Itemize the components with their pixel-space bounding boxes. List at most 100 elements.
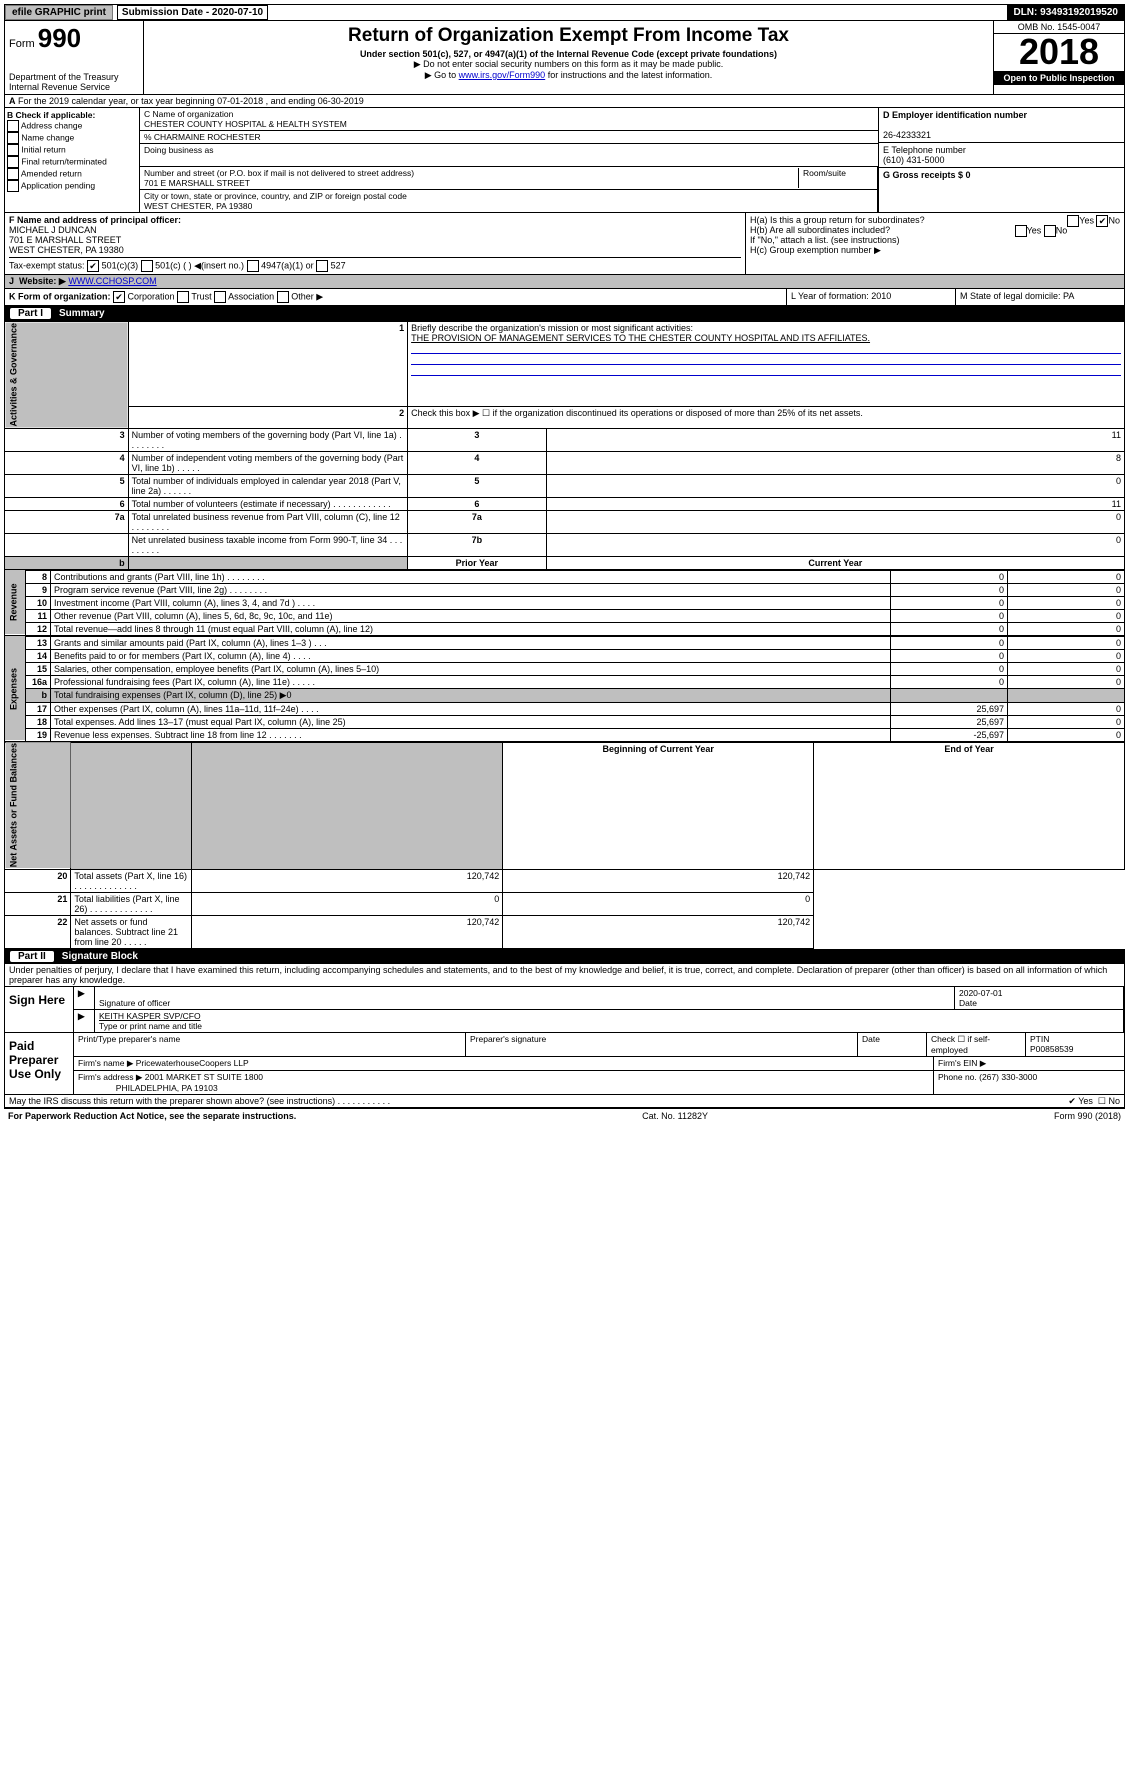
section-bcd: B Check if applicable: Address change Na…: [4, 108, 1125, 213]
501c3: 501(c)(3): [102, 260, 139, 270]
firm-addr-cap: Firm's address ▶: [78, 1072, 142, 1082]
street: 701 E MARSHALL STREET: [144, 178, 250, 188]
cy-hdr: Current Year: [546, 556, 1124, 569]
k-lbl: K Form of organization:: [9, 291, 111, 301]
c-caption: C Name of organization: [144, 109, 233, 119]
4947-check[interactable]: [247, 260, 259, 272]
addr-cap: Number and street (or P.O. box if mail i…: [144, 168, 414, 178]
line-klm: K Form of organization: ✔ Corporation Tr…: [4, 289, 1125, 306]
other-check[interactable]: [277, 291, 289, 303]
ein-cap: D Employer identification number: [883, 110, 1027, 120]
501c-check[interactable]: [141, 260, 153, 272]
officer-name: MICHAEL J DUNCAN: [9, 225, 97, 235]
care-of: % CHARMAINE ROCHESTER: [144, 132, 261, 142]
top-bar: efile GRAPHIC print Submission Date - 20…: [4, 4, 1125, 21]
ein: 26-4233321: [883, 130, 931, 140]
boxb-item[interactable]: Initial return: [7, 144, 137, 156]
officer-addr: 701 E MARSHALL STREET: [9, 235, 121, 245]
firm-name: PricewaterhouseCoopers LLP: [136, 1058, 249, 1068]
boxb-item[interactable]: Name change: [7, 132, 137, 144]
f-cap: F Name and address of principal officer:: [9, 215, 181, 225]
corp-check[interactable]: ✔: [113, 291, 125, 303]
hb: H(b) Are all subordinates included?: [750, 225, 890, 235]
website-link[interactable]: WWW.CCHOSP.COM: [68, 276, 156, 286]
date-cap: Date: [959, 998, 977, 1008]
ha-no[interactable]: ✔: [1096, 215, 1108, 227]
trust-check[interactable]: [177, 291, 189, 303]
4947: 4947(a)(1) or: [261, 260, 314, 270]
q2: Check this box ▶ ☐ if the organization d…: [408, 407, 1125, 428]
mission: THE PROVISION OF MANAGEMENT SERVICES TO …: [411, 333, 870, 343]
by-hdr: Beginning of Current Year: [503, 742, 814, 869]
sign-here-lbl: Sign Here: [5, 987, 74, 1032]
expense-table: Expenses13Grants and similar amounts pai…: [4, 636, 1125, 742]
ptin-cap: PTIN: [1030, 1034, 1049, 1044]
527-check[interactable]: [316, 260, 328, 272]
form-title: Return of Organization Exempt From Incom…: [148, 25, 989, 47]
discuss-yes[interactable]: ✔ Yes: [1068, 1096, 1093, 1106]
efile-button[interactable]: efile GRAPHIC print: [5, 5, 113, 20]
dba-cap: Doing business as: [144, 145, 213, 155]
paid-block: Paid Preparer Use Only Print/Type prepar…: [4, 1033, 1125, 1095]
box-b: B Check if applicable: Address change Na…: [5, 108, 140, 212]
ha: H(a) Is this a group return for subordin…: [750, 215, 925, 225]
boxb-item[interactable]: Amended return: [7, 168, 137, 180]
tel: (610) 431-5000: [883, 155, 945, 165]
paperwork: For Paperwork Reduction Act Notice, see …: [8, 1111, 296, 1121]
city: WEST CHESTER, PA 19380: [144, 201, 252, 211]
irs-link[interactable]: www.irs.gov/Form990: [459, 70, 546, 80]
year-formation: L Year of formation: 2010: [787, 289, 956, 305]
firm-city: PHILADELPHIA, PA 19103: [116, 1083, 218, 1093]
sig-cap: Signature of officer: [99, 998, 170, 1008]
boxb-item[interactable]: Final return/terminated: [7, 156, 137, 168]
prep-name-cap: Print/Type preparer's name: [74, 1033, 466, 1056]
signer-name: KEITH KASPER SVP/CFO: [99, 1011, 201, 1021]
527: 527: [331, 260, 346, 270]
assoc-check[interactable]: [214, 291, 226, 303]
line-j: J Website: ▶ WWW.CCHOSP.COM: [4, 275, 1125, 289]
city-cap: City or town, state or province, country…: [144, 191, 407, 201]
form-number: Form 990: [9, 23, 139, 54]
boxb-item[interactable]: Address change: [7, 120, 137, 132]
hc: H(c) Group exemption number ▶: [750, 245, 1120, 256]
submission-box: Submission Date - 2020-07-10: [117, 5, 268, 20]
hb-yes[interactable]: [1015, 225, 1027, 237]
side-ag: Activities & Governance: [5, 322, 129, 429]
dln: DLN: 93493192019520: [1007, 5, 1124, 20]
q1: Briefly describe the organization's miss…: [411, 323, 693, 333]
section-fh: F Name and address of principal officer:…: [4, 213, 1125, 275]
dept: Department of the Treasury Internal Reve…: [9, 72, 139, 92]
part2-header: Part IISignature Block: [4, 949, 1125, 964]
tel-cap: E Telephone number: [883, 145, 966, 155]
declaration: Under penalties of perjury, I declare th…: [4, 964, 1125, 987]
501c3-check[interactable]: ✔: [87, 260, 99, 272]
discuss-no[interactable]: ☐ No: [1098, 1096, 1120, 1106]
prep-date-cap: Date: [858, 1033, 927, 1056]
name-cap: Type or print name and title: [99, 1021, 202, 1031]
taxex-lbl: Tax-exempt status:: [9, 260, 85, 270]
py-hdr: Prior Year: [408, 556, 546, 569]
sign-block: Sign Here ▶Signature of officer2020-07-0…: [4, 987, 1125, 1033]
ptin: P00858539: [1030, 1044, 1074, 1054]
note1: ▶ Do not enter social security numbers o…: [148, 59, 989, 70]
cat-no: Cat. No. 11282Y: [642, 1111, 708, 1121]
room-cap: Room/suite: [803, 168, 846, 178]
firm-cap: Firm's name ▶: [78, 1058, 133, 1068]
side-net: Net Assets or Fund Balances: [5, 742, 71, 869]
open-public: Open to Public Inspection: [994, 71, 1124, 85]
revenue-table: Revenue8Contributions and grants (Part V…: [4, 570, 1125, 636]
net-table: Net Assets or Fund Balances Beginning of…: [4, 742, 1125, 949]
ey-hdr: End of Year: [814, 742, 1125, 869]
self-emp: Check ☐ if self-employed: [927, 1033, 1026, 1056]
paid-lbl: Paid Preparer Use Only: [5, 1033, 74, 1094]
hb-no[interactable]: [1044, 225, 1056, 237]
boxb-item[interactable]: Application pending: [7, 180, 137, 192]
summary-table: Activities & Governance 1Briefly describ…: [4, 321, 1125, 570]
gross-cap: G Gross receipts $ 0: [883, 170, 971, 180]
ha-yes[interactable]: [1067, 215, 1079, 227]
state-domicile: M State of legal domicile: PA: [956, 289, 1124, 305]
form-ref: Form 990 (2018): [1054, 1111, 1121, 1121]
part1-header: Part ISummary: [4, 306, 1125, 321]
form-header: Form 990 Department of the Treasury Inte…: [4, 21, 1125, 95]
firm-addr: 2001 MARKET ST SUITE 1800: [145, 1072, 263, 1082]
